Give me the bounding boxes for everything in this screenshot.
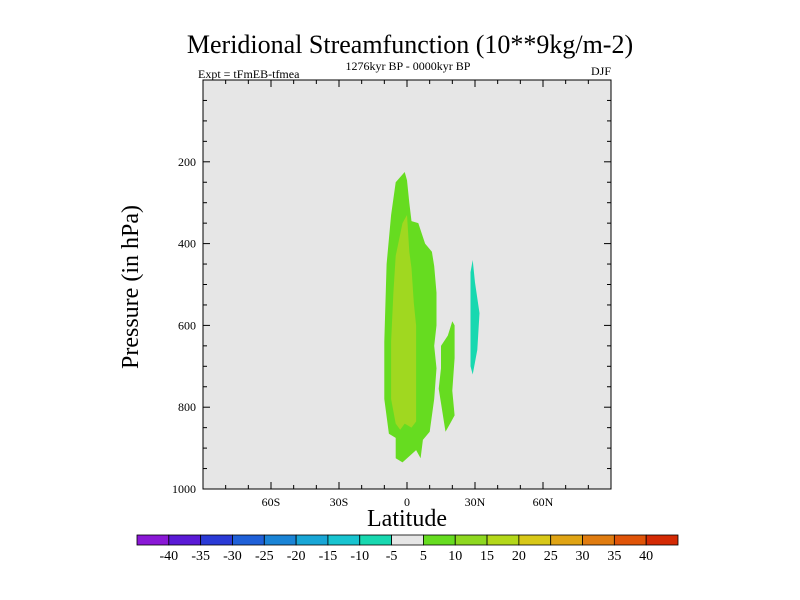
colorbar-label: -15	[319, 549, 338, 564]
x-tick-label: 30N	[465, 495, 486, 509]
colorbar-swatch	[613, 534, 647, 546]
colorbar-swatch	[582, 534, 615, 546]
contour-layer	[384, 172, 480, 463]
colorbar-swatch	[518, 534, 552, 546]
colorbar-label: 25	[544, 549, 558, 564]
experiment-label: Expt = tFmEB-tfmea	[198, 67, 300, 81]
y-tick-label: 400	[178, 237, 196, 251]
x-tick-label: 30S	[330, 495, 349, 509]
colorbar-label: -30	[223, 549, 242, 564]
colorbar-label: 15	[480, 549, 494, 564]
colorbar-swatch	[645, 534, 679, 546]
colorbar-label: 5	[420, 549, 427, 564]
colorbar-swatch	[550, 534, 583, 546]
colorbar-label: 10	[448, 549, 462, 564]
colorbar-swatch	[486, 534, 520, 546]
colorbar-label: -40	[159, 549, 178, 564]
colorbar-label: -10	[350, 549, 369, 564]
colorbar-swatch	[391, 534, 424, 546]
colorbar: -40 -35 -30 -25 -20 -15 -10 -5 5 10 15 20 25 30 35 40	[136, 534, 679, 564]
x-tick-label: 0	[404, 495, 410, 509]
y-tick-label: 1000	[172, 482, 196, 496]
contour-region-3	[391, 215, 417, 430]
colorbar-label: 30	[576, 549, 590, 564]
colorbar-swatch	[295, 534, 329, 546]
colorbar-label: 20	[512, 549, 526, 564]
x-axis-label: Latitude	[367, 506, 447, 532]
colorbar-label: 40	[639, 549, 653, 564]
season-label: DJF	[591, 64, 611, 78]
colorbar-label: -20	[287, 549, 306, 564]
x-tick-label: 60N	[533, 495, 554, 509]
chart-title: Meridional Streamfunction (10**9kg/m-2)	[187, 30, 633, 59]
contour-region-2	[438, 321, 455, 432]
colorbar-swatch	[136, 534, 170, 546]
y-tick-label: 200	[178, 155, 196, 169]
colorbar-label: -25	[255, 549, 274, 564]
y-axis-label: Pressure (in hPa)	[118, 205, 144, 369]
colorbar-swatch	[168, 534, 202, 546]
colorbar-label: -5	[386, 549, 398, 564]
colorbar-label: 35	[607, 549, 621, 564]
contour-region-4	[470, 260, 480, 375]
time-range-label: 1276kyr BP - 0000kyr BP	[346, 59, 471, 73]
colorbar-swatch	[359, 534, 392, 546]
y-tick-label: 600	[178, 318, 196, 332]
colorbar-swatch	[232, 534, 265, 546]
tick-layer: 60S 30S 0 30N 60N 200 400 600 800 1000	[172, 79, 612, 509]
colorbar-swatch	[327, 534, 361, 546]
colorbar-swatch	[423, 534, 456, 546]
colorbar-label: -35	[191, 549, 210, 564]
colorbar-swatch	[200, 534, 233, 546]
colorbar-swatch	[454, 534, 488, 546]
x-tick-label: 60S	[262, 495, 281, 509]
y-tick-label: 800	[178, 400, 196, 414]
colorbar-swatch	[263, 534, 297, 546]
